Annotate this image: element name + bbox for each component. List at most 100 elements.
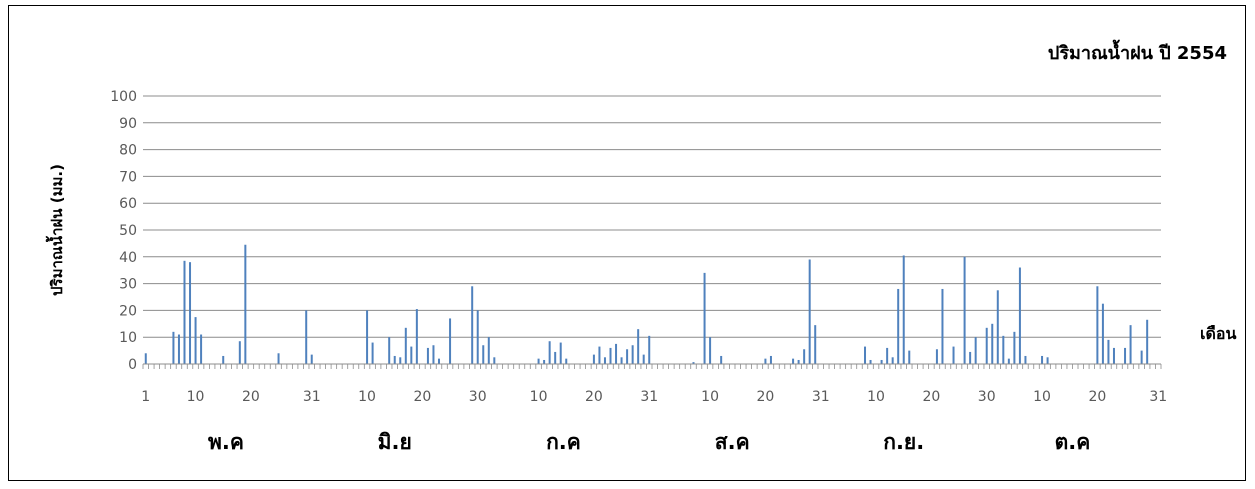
- y-tick-label: 30: [119, 277, 137, 293]
- x-tick-label: 31: [303, 389, 321, 405]
- bar: [177, 334, 180, 364]
- x-tick-labels: 1 10 20 31 10 20 30 10 20 31 10 20 31 10 20 30 10 20 31: [141, 389, 1167, 405]
- bar: [194, 317, 197, 364]
- bar: [559, 342, 562, 364]
- bar: [1129, 325, 1132, 364]
- bar: [305, 310, 308, 364]
- x-tick-label: 10: [358, 389, 376, 405]
- x-tick-label: 20: [413, 389, 431, 405]
- y-tick-label: 20: [119, 303, 137, 319]
- x-tick-label: 1: [141, 389, 150, 405]
- bar: [493, 357, 496, 364]
- y-tick-label: 40: [119, 250, 137, 266]
- y-axis-title: ปริมาณน้ำฝน (มม.): [45, 164, 66, 296]
- bar: [1101, 303, 1104, 364]
- x-tick-label: 10: [867, 389, 885, 405]
- bar: [991, 323, 994, 364]
- x-tick-label: 30: [469, 389, 487, 405]
- bar: [897, 288, 900, 364]
- y-tick-label: 80: [119, 143, 137, 159]
- bar: [1046, 357, 1049, 364]
- gridlines: [143, 95, 1161, 338]
- bar: [366, 310, 369, 364]
- bar: [437, 358, 440, 364]
- bar: [935, 349, 938, 364]
- bar: [1018, 267, 1021, 364]
- bar: [1146, 319, 1149, 364]
- chart-title: ปริมาณน้ำฝน ปี 2554: [1048, 39, 1227, 64]
- bar: [565, 358, 568, 364]
- bar: [415, 309, 418, 364]
- bar: [410, 346, 413, 364]
- x-tick-label: 20: [585, 389, 603, 405]
- bar: [1096, 286, 1099, 364]
- month-labels: พ.ค มิ.ย ก.ค ส.ค ก.ย. ต.ค: [208, 430, 1090, 454]
- bar: [482, 345, 485, 364]
- bar: [792, 358, 795, 364]
- month-label: พ.ค: [208, 430, 244, 454]
- month-label: ส.ค: [715, 430, 750, 454]
- y-tick-label: 10: [119, 330, 137, 346]
- bar: [769, 355, 772, 364]
- chart-frame: [8, 5, 1246, 481]
- bar: [393, 355, 396, 364]
- bar: [449, 318, 452, 364]
- bar: [200, 334, 203, 364]
- x-tick-label: 20: [242, 389, 260, 405]
- bar: [808, 259, 811, 364]
- bar: [974, 337, 977, 364]
- y-tick-labels: 0 10 20 30 40 50 60 70 80 90 100: [110, 89, 137, 373]
- bar: [703, 272, 706, 364]
- bar-series: [144, 244, 1149, 364]
- bar: [642, 354, 645, 364]
- bar: [880, 359, 883, 364]
- month-label: ต.ค: [1055, 430, 1091, 454]
- bar: [803, 349, 806, 364]
- bar: [432, 345, 435, 364]
- x-tick-label: 10: [701, 389, 719, 405]
- bar: [814, 325, 817, 364]
- bar: [598, 346, 601, 364]
- x-tick-label: 31: [812, 389, 830, 405]
- bar: [1013, 331, 1016, 364]
- bar: [902, 255, 905, 364]
- bar: [592, 354, 595, 364]
- bar: [277, 353, 280, 364]
- x-tick-label: 20: [922, 389, 940, 405]
- bar: [1041, 355, 1044, 364]
- bar: [648, 335, 651, 364]
- bar: [476, 310, 479, 364]
- x-tick-label: 31: [1149, 389, 1167, 405]
- x-tick-label: 20: [1088, 389, 1106, 405]
- bar: [1007, 358, 1010, 364]
- bar: [720, 355, 723, 364]
- bar: [908, 350, 911, 364]
- x-tick-label: 20: [757, 389, 775, 405]
- y-tick-label: 70: [119, 169, 137, 185]
- x-tick-label: 10: [187, 389, 205, 405]
- bar: [183, 260, 186, 364]
- x-tick-label: 10: [530, 389, 548, 405]
- y-tick-label: 100: [110, 89, 137, 105]
- x-tick-label: 30: [978, 389, 996, 405]
- bar: [244, 244, 247, 364]
- y-tick-label: 50: [119, 223, 137, 239]
- bar: [615, 343, 618, 364]
- bar: [1002, 335, 1005, 364]
- month-label: ก.ค: [546, 430, 581, 454]
- bar: [487, 337, 490, 364]
- bar: [941, 288, 944, 364]
- bar: [144, 353, 147, 364]
- bar: [554, 351, 557, 364]
- bar: [1124, 347, 1127, 364]
- x-tick-label: 10: [1033, 389, 1051, 405]
- bar: [631, 345, 634, 364]
- bar: [404, 327, 407, 364]
- bar: [388, 337, 391, 364]
- bar: [543, 359, 546, 364]
- bar: [371, 342, 374, 364]
- bar: [709, 337, 712, 364]
- y-tick-label: 0: [128, 357, 137, 373]
- bar: [172, 331, 175, 364]
